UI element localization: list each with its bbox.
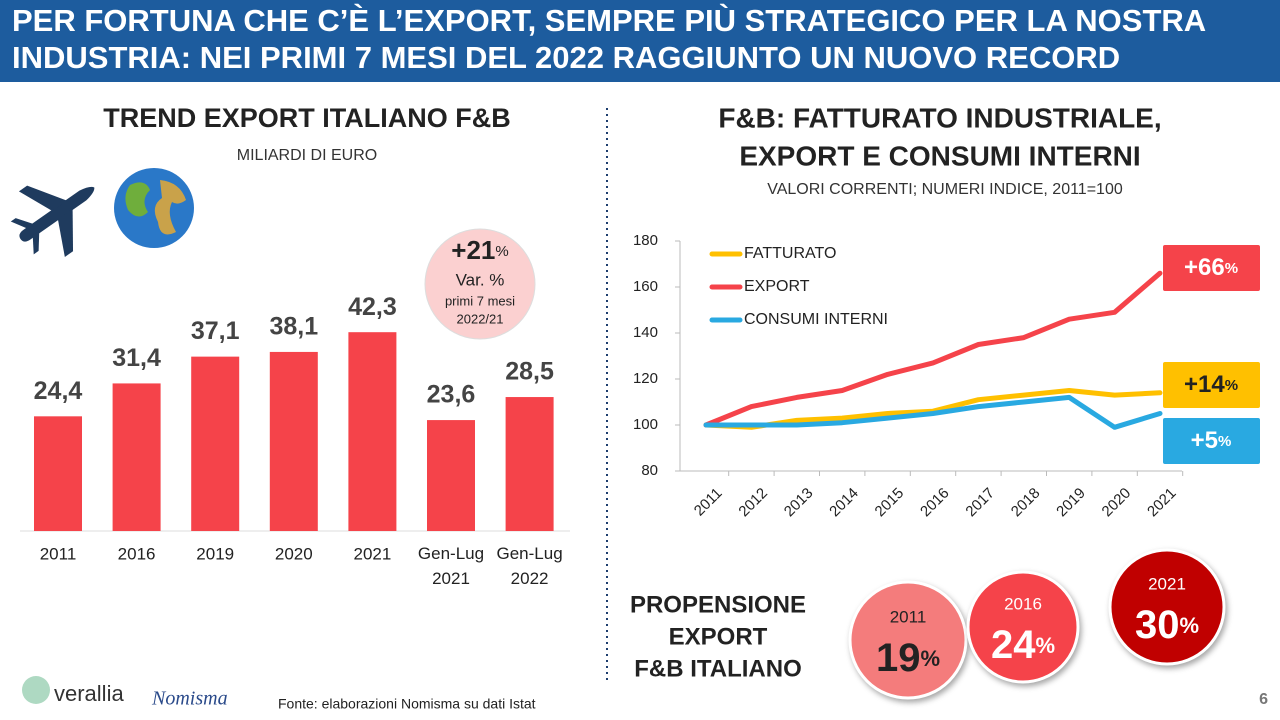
header-title: PER FORTUNA CHE C’È L’EXPORT, SEMPRE PIÙ…: [12, 2, 1206, 38]
x-tick-label: 2016: [118, 544, 156, 563]
y-tick-label: 160: [633, 278, 658, 295]
end-label-unit: %: [1225, 260, 1238, 277]
end-label-value: +14: [1184, 371, 1225, 398]
value-label: 42,3: [348, 293, 397, 321]
end-label-unit: %: [1218, 433, 1231, 450]
end-label: +5%: [1191, 427, 1232, 454]
chart-title: TREND EXPORT ITALIANO F&B: [103, 103, 511, 133]
circle-unit: %: [920, 646, 940, 671]
x-tick-label: Gen-Lug 2021: [418, 544, 484, 588]
legend-label: EXPORT: [744, 278, 810, 295]
y-tick-label: 80: [641, 462, 658, 479]
bar: [505, 397, 554, 531]
end-label-unit: %: [1225, 377, 1238, 394]
badge-unit: %: [495, 243, 508, 260]
chart-title: F&B ITALIANO: [634, 655, 802, 682]
circle-year: 2016: [1004, 594, 1042, 613]
y-tick-label: 120: [633, 370, 658, 387]
chart-title: EXPORT: [669, 623, 768, 650]
value-label: 28,5: [505, 358, 554, 386]
propensity-circle: [1108, 548, 1226, 666]
chart-subtitle: VALORI CORRENTI; NUMERI INDICE, 2011=100: [767, 181, 1123, 198]
plane-icon: [10, 185, 95, 257]
source-note: Fonte: elaborazioni Nomisma su dati Ista…: [278, 696, 536, 712]
logo-nomisma: Nomisma: [151, 688, 228, 710]
logo-mark: [22, 676, 50, 704]
badge-value: +21%: [451, 235, 508, 265]
series-line: [703, 270, 1163, 428]
x-tick-label: Gen-Lug 2022: [497, 544, 563, 588]
circle-number: 24: [991, 623, 1036, 667]
badge-label: Var. %: [456, 270, 505, 289]
chart-subtitle: MILIARDI DI EURO: [237, 147, 377, 164]
propensity-circle: [966, 570, 1080, 684]
end-label-box: [1163, 418, 1260, 464]
badge-note: 2022/21: [457, 311, 504, 326]
header-bar: [0, 0, 1280, 82]
propensity-circle: [848, 580, 968, 700]
end-label-box: [1163, 362, 1260, 408]
logo-verallia: verallia: [54, 681, 124, 706]
header-title: INDUSTRIA: NEI PRIMI 7 MESI DEL 2022 RAG…: [12, 40, 1120, 75]
x-tick-label: 2020: [275, 544, 313, 563]
value-label: 38,1: [269, 313, 318, 341]
chart-title: F&B: FATTURATO INDUSTRIALE,: [718, 102, 1161, 133]
legend-label: FATTURATO: [744, 245, 836, 262]
bar: [34, 416, 82, 531]
circle-number: 30: [1135, 603, 1180, 647]
y-tick-label: 100: [633, 416, 658, 433]
end-label: +14%: [1184, 371, 1238, 398]
badge-number: +21: [451, 235, 495, 265]
circle-year: 2011: [890, 607, 927, 626]
chart-title: PROPENSIONE: [630, 591, 806, 618]
bar: [269, 351, 318, 531]
y-tick-label: 180: [633, 232, 658, 249]
bar: [191, 356, 240, 531]
bar: [427, 420, 475, 531]
bar: [348, 332, 397, 531]
circle-unit: %: [1179, 613, 1199, 638]
page-number: 6: [1259, 691, 1268, 708]
value-label: 31,4: [112, 344, 161, 372]
legend-label: CONSUMI INTERNI: [744, 311, 888, 328]
circle-value: 24%: [991, 623, 1055, 667]
series-line: [703, 394, 1163, 430]
circle-value: 19%: [876, 636, 940, 680]
x-tick-label: 2019: [196, 544, 234, 563]
circle-number: 19: [876, 636, 921, 680]
circle-value: 30%: [1135, 603, 1199, 647]
end-label-value: +66: [1184, 254, 1225, 281]
bar: [112, 383, 161, 531]
value-label: 24,4: [34, 377, 83, 405]
x-tick-label: 2021: [353, 544, 391, 563]
end-label: +66%: [1184, 254, 1238, 281]
value-label: 23,6: [427, 381, 476, 409]
value-label: 37,1: [191, 317, 240, 345]
x-tick-label: 2011: [40, 544, 77, 563]
badge-circle: [424, 228, 536, 340]
circle-year: 2021: [1148, 574, 1186, 593]
chart-title: EXPORT E CONSUMI INTERNI: [739, 140, 1140, 171]
y-tick-label: 140: [633, 324, 658, 341]
circle-unit: %: [1035, 633, 1055, 658]
end-label-box: [1163, 245, 1260, 291]
globe-icon: [114, 168, 194, 248]
end-label-value: +5: [1191, 427, 1218, 454]
badge-note: primi 7 mesi: [445, 293, 515, 308]
